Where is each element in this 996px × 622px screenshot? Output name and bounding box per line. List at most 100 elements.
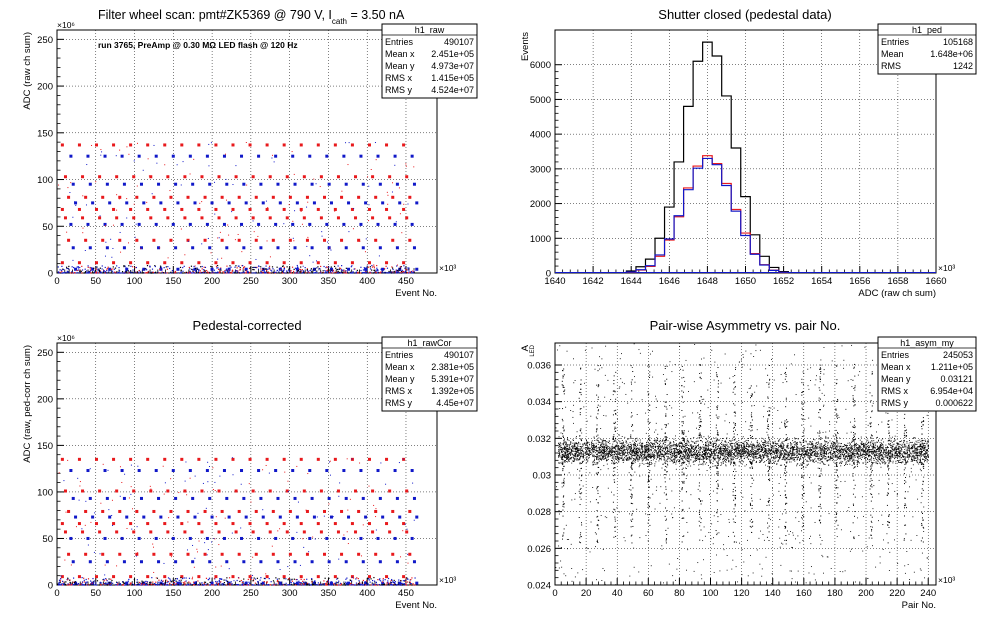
data-point-red bbox=[350, 575, 354, 579]
data-point-noise bbox=[369, 266, 371, 268]
data-point-noise bbox=[228, 583, 230, 585]
data-point-red bbox=[149, 175, 153, 179]
data-point-noise bbox=[247, 271, 250, 273]
data-point-noise bbox=[160, 583, 162, 585]
data-point bbox=[701, 451, 703, 453]
data-point bbox=[888, 458, 890, 460]
data-point-noise bbox=[146, 265, 149, 267]
data-point-noise bbox=[67, 577, 69, 579]
data-point-noise bbox=[239, 272, 242, 274]
data-point-red bbox=[112, 207, 116, 211]
data-point-red bbox=[197, 522, 201, 526]
data-point-red bbox=[183, 216, 187, 220]
data-point bbox=[770, 460, 772, 462]
data-point-sparse bbox=[81, 528, 83, 530]
data-point-noise bbox=[409, 584, 411, 586]
data-point bbox=[645, 451, 647, 453]
data-point bbox=[760, 445, 762, 447]
data-point-noise bbox=[325, 582, 327, 585]
data-point bbox=[633, 444, 635, 446]
data-point-noise bbox=[219, 268, 221, 270]
data-point-sparse bbox=[134, 236, 136, 238]
data-point bbox=[858, 437, 860, 439]
data-point-noise bbox=[265, 584, 267, 586]
data-point-noise bbox=[235, 583, 237, 586]
data-point-noise bbox=[72, 584, 74, 586]
data-point-red bbox=[98, 175, 102, 179]
data-point bbox=[903, 451, 905, 452]
data-point bbox=[579, 452, 581, 454]
y-axis-label: ADC (raw ch sum) bbox=[22, 32, 33, 110]
data-point-noise bbox=[131, 581, 133, 583]
data-point-noise bbox=[111, 579, 113, 582]
data-point-sparse bbox=[329, 461, 331, 463]
data-point bbox=[674, 453, 675, 455]
data-point-noise bbox=[311, 578, 313, 581]
data-point-red bbox=[152, 509, 156, 513]
data-point-noise bbox=[294, 583, 296, 585]
data-point bbox=[883, 462, 885, 464]
data-point-noise bbox=[257, 584, 259, 586]
data-point-noise bbox=[108, 269, 110, 271]
data-point-sparse bbox=[119, 149, 121, 151]
data-point bbox=[587, 449, 589, 451]
data-point-red bbox=[248, 575, 252, 579]
data-point-red bbox=[282, 575, 286, 579]
data-point bbox=[586, 454, 588, 455]
data-point-noise bbox=[89, 269, 92, 271]
data-point bbox=[606, 453, 608, 454]
data-point-noise bbox=[308, 271, 310, 274]
data-point bbox=[660, 459, 662, 461]
data-point bbox=[820, 448, 822, 450]
data-point-noise bbox=[414, 584, 416, 586]
data-point-noise bbox=[127, 580, 129, 582]
data-point-noise bbox=[407, 578, 409, 580]
data-point-sparse bbox=[196, 551, 198, 553]
data-point-noise bbox=[77, 584, 79, 586]
data-point bbox=[858, 455, 860, 457]
data-point-noise bbox=[352, 271, 354, 273]
data-point-sparse bbox=[212, 467, 214, 469]
data-point-noise bbox=[225, 269, 227, 271]
data-point bbox=[829, 445, 831, 447]
data-point-noise bbox=[149, 266, 151, 268]
data-point-noise bbox=[114, 267, 117, 269]
data-point-noise bbox=[62, 582, 64, 585]
data-point-sparse bbox=[341, 190, 343, 192]
data-point-noise bbox=[92, 581, 95, 583]
data-point-noise bbox=[231, 270, 233, 272]
data-point-noise bbox=[165, 584, 167, 586]
data-point-sparse bbox=[136, 185, 138, 187]
data-point bbox=[688, 453, 689, 455]
data-point-noise bbox=[157, 583, 159, 585]
data-point-red bbox=[169, 238, 173, 242]
data-point-noise bbox=[185, 577, 187, 579]
data-point bbox=[812, 461, 814, 463]
data-point-blue bbox=[395, 560, 399, 564]
data-point-sparse bbox=[293, 173, 295, 175]
data-point bbox=[899, 453, 901, 455]
data-point-noise bbox=[336, 271, 339, 273]
data-point-red bbox=[101, 552, 105, 556]
data-point-red bbox=[166, 175, 170, 179]
data-point-noise bbox=[252, 266, 254, 269]
data-point-sparse bbox=[312, 536, 314, 538]
data-point bbox=[926, 459, 928, 461]
data-point bbox=[607, 455, 609, 457]
data-point-sparse bbox=[368, 485, 370, 487]
data-point-noise bbox=[264, 268, 266, 270]
data-point bbox=[890, 445, 892, 447]
data-point-noise bbox=[170, 271, 172, 273]
data-point-noise bbox=[112, 582, 114, 584]
data-point-sparse bbox=[115, 155, 117, 157]
x-tick-label: 450 bbox=[398, 276, 414, 287]
data-point-noise bbox=[65, 266, 68, 268]
data-point-noise bbox=[244, 269, 246, 271]
data-point bbox=[583, 456, 585, 458]
data-point-blue bbox=[276, 246, 280, 250]
data-point bbox=[598, 449, 600, 451]
data-point bbox=[801, 449, 803, 450]
data-point-noise bbox=[380, 268, 382, 270]
data-point bbox=[906, 442, 908, 444]
data-point-sparse bbox=[345, 142, 347, 144]
